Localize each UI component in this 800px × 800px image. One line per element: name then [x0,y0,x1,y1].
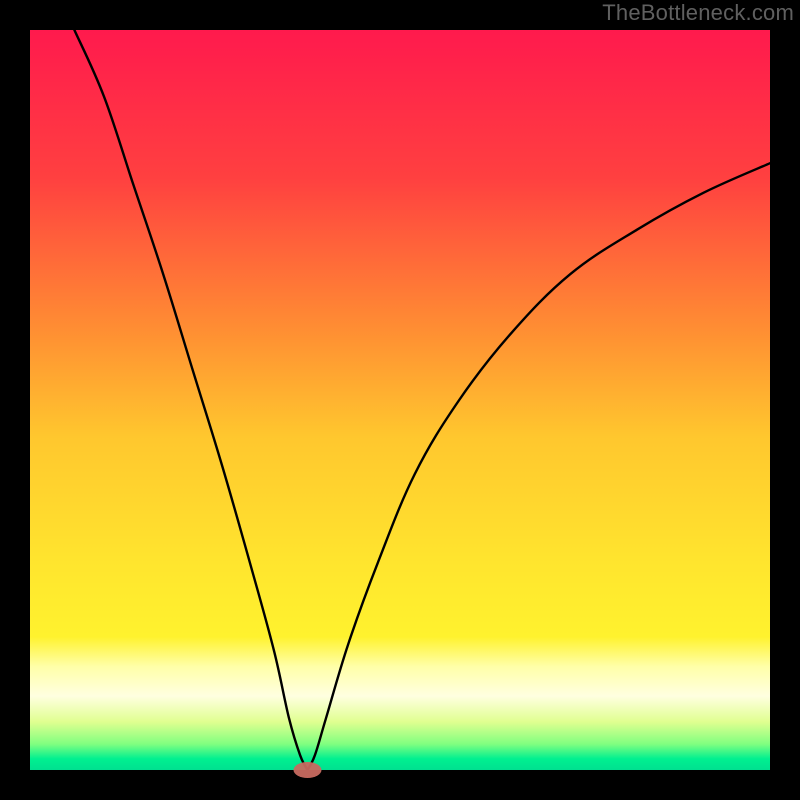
bottleneck-chart [0,0,800,800]
watermark-text: TheBottleneck.com [602,0,794,26]
minimum-marker [294,762,322,778]
chart-container: TheBottleneck.com [0,0,800,800]
plot-background [30,30,770,770]
